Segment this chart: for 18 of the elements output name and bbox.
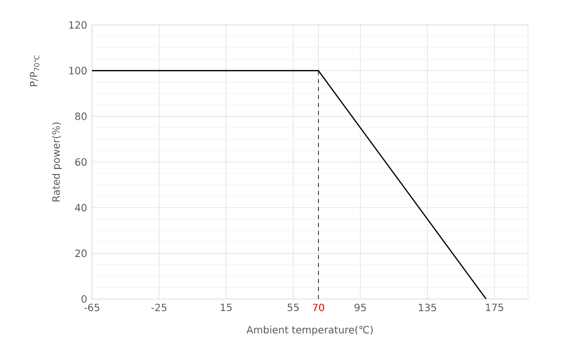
y-tick-label: 0: [82, 295, 87, 303]
x-tick-label: 135: [418, 304, 436, 312]
text: P/P$_{70℃}$: [30, 55, 40, 86]
x-tick-label: 175: [486, 304, 504, 312]
y-axis-title: Rated power(%): [52, 122, 62, 202]
x-axis-title: Ambient temperature(℃): [246, 326, 373, 336]
y-tick-label: 40: [75, 204, 87, 212]
x-tick-label: 95: [354, 304, 366, 312]
y-tick-label: 60: [75, 158, 87, 166]
x-tick-label: -65: [84, 304, 100, 312]
y-tick-label: 20: [75, 250, 87, 258]
x-tick-label: -25: [151, 304, 166, 312]
x-tick-label: 55: [288, 304, 299, 312]
y-tick-label: 100: [69, 66, 87, 74]
x-tick-label: 15: [220, 304, 232, 312]
y-tick-label: 80: [75, 112, 87, 120]
x-tick-label: 70: [312, 304, 324, 312]
y-tick-label: 120: [69, 21, 87, 29]
